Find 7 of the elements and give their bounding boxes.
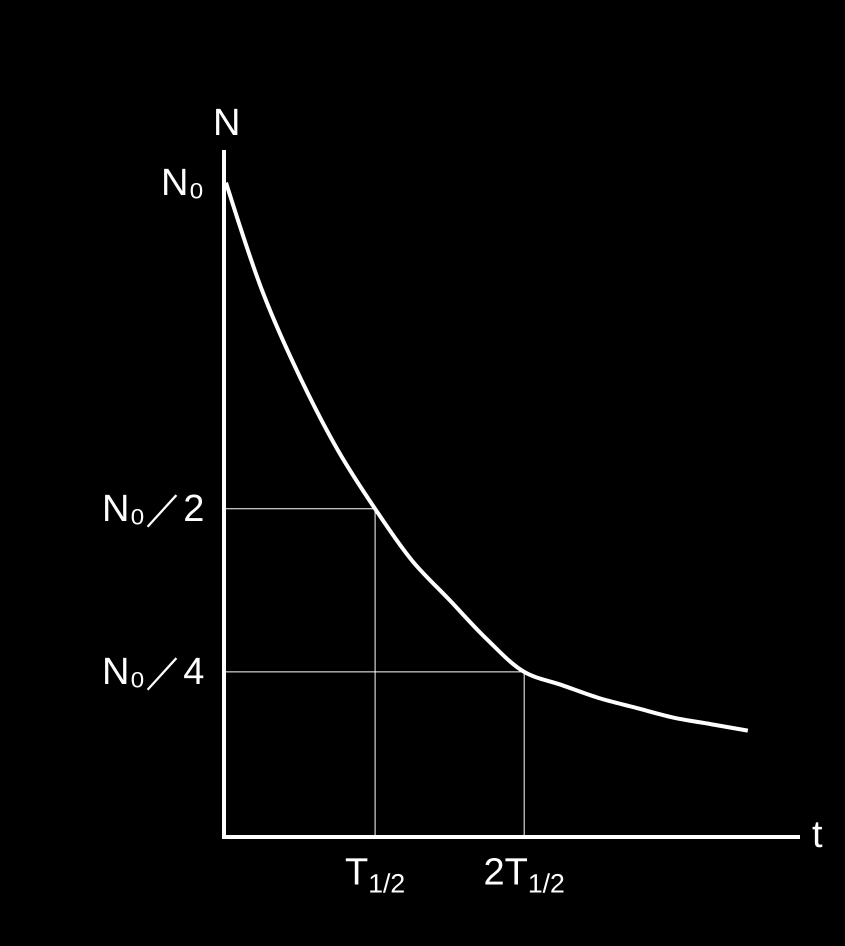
x-axis-title: t — [812, 814, 823, 856]
text: N₀／4 — [102, 651, 204, 693]
text: N₀／2 — [102, 488, 204, 530]
x-tick-label: T$_{1/2}$ — [344, 852, 406, 899]
y-axis-title: N — [213, 102, 240, 144]
x-tick-label: 2T$_{1/2}$ — [484, 852, 565, 899]
text: N₀ — [161, 162, 204, 204]
